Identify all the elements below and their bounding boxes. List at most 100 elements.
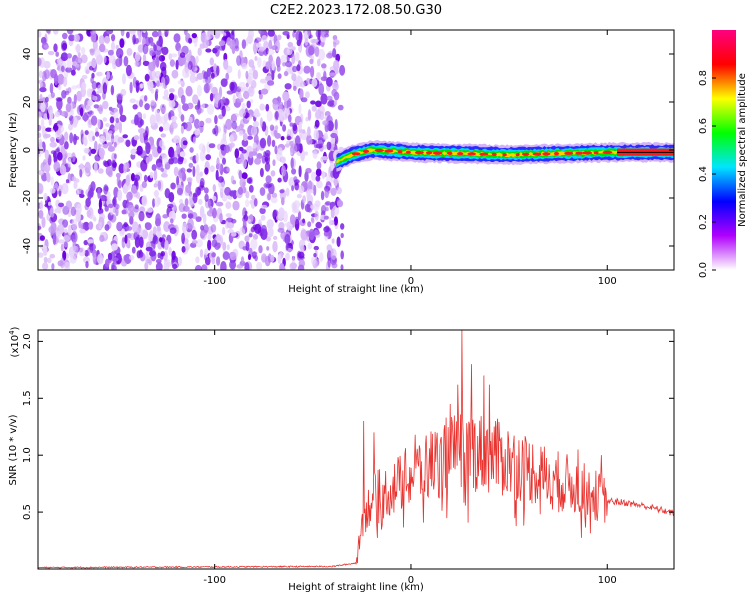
noise-speck [248, 233, 253, 238]
signal-core-spot [425, 151, 433, 155]
noise-speck [229, 81, 235, 91]
noise-speck [298, 143, 303, 154]
noise-speck [38, 111, 44, 117]
noise-speck [172, 157, 179, 164]
noise-speck [295, 51, 300, 62]
noise-speck [306, 77, 311, 85]
noise-speck [50, 176, 54, 186]
noise-speck [168, 53, 173, 61]
noise-speck [258, 93, 263, 100]
noise-speck [106, 70, 110, 80]
noise-speck [314, 119, 320, 128]
noise-speck [65, 200, 73, 210]
noise-speck [254, 113, 258, 118]
noise-speck [251, 251, 258, 256]
noise-speck [147, 80, 154, 92]
noise-speck [99, 43, 106, 53]
noise-speck [199, 43, 206, 49]
noise-speck [308, 137, 313, 145]
noise-speck [305, 167, 312, 174]
noise-speck [169, 88, 175, 93]
snr-y-ticks: 0.5 1.0 1.5 2.0 [22, 333, 674, 520]
noise-speck [181, 94, 186, 105]
noise-speck [279, 262, 285, 270]
noise-speck [243, 90, 250, 100]
noise-speck [321, 63, 327, 69]
noise-speck [117, 179, 122, 189]
noise-speck [298, 165, 302, 178]
noise-speck [289, 262, 297, 270]
noise-speck [38, 225, 42, 230]
noise-speck [115, 58, 122, 68]
noise-speck [139, 119, 145, 126]
noise-speck [208, 83, 212, 90]
noise-speck [126, 233, 132, 239]
noise-speck [290, 157, 294, 170]
noise-speck [185, 85, 193, 97]
noise-speck [308, 189, 314, 194]
noise-speck [292, 124, 298, 135]
noise-speck [111, 159, 117, 172]
noise-speck [207, 239, 212, 251]
noise-speck [112, 207, 116, 214]
y-tick-label: 0 [22, 147, 33, 153]
noise-speck [202, 145, 206, 154]
noise-speck [267, 227, 274, 238]
noise-speck [146, 258, 151, 264]
noise-speck [318, 48, 326, 61]
noise-speck [118, 163, 125, 174]
heatmap-x-ticks: -100 0 100 [203, 30, 617, 287]
noise-speck [307, 221, 312, 228]
noise-speck [186, 168, 192, 173]
noise-speck [67, 224, 72, 236]
noise-speck [231, 120, 237, 130]
noise-speck [222, 157, 226, 165]
noise-speck [187, 218, 194, 230]
noise-speck [238, 81, 246, 90]
noise-speck [241, 149, 247, 154]
noise-speck [330, 248, 337, 260]
noise-speck [238, 93, 243, 100]
noise-speck [225, 220, 229, 229]
noise-speck [293, 30, 297, 33]
noise-speck [288, 114, 292, 123]
noise-speck [112, 198, 116, 205]
noise-speck [283, 70, 289, 77]
noise-speck [260, 214, 266, 221]
noise-speck [94, 140, 98, 152]
noise-speck [275, 111, 279, 119]
noise-speck [67, 96, 72, 105]
noise-speck [284, 143, 290, 148]
noise-speck [60, 257, 65, 269]
noise-speck [64, 131, 69, 142]
noise-speck [155, 259, 162, 264]
noise-speck [326, 250, 332, 261]
noise-speck [193, 118, 200, 129]
noise-speck [315, 168, 322, 177]
noise-speck [170, 182, 176, 190]
noise-speck [53, 73, 59, 86]
y-tick-label: 1.5 [22, 390, 33, 406]
noise-speck [198, 120, 205, 127]
noise-speck [244, 235, 250, 242]
noise-speck [196, 72, 204, 80]
noise-speck [122, 134, 128, 139]
noise-speck [194, 127, 201, 136]
noise-speck [160, 115, 168, 125]
noise-speck [223, 59, 229, 70]
noise-speck [327, 257, 331, 268]
noise-speck [89, 48, 95, 56]
noise-speck [160, 76, 166, 89]
noise-speck [162, 95, 169, 100]
noise-speck [171, 53, 178, 58]
noise-speck [336, 200, 344, 208]
signal-core-spot [522, 152, 530, 156]
noise-speck [170, 218, 174, 224]
noise-speck [71, 69, 76, 76]
signal-core-spot [502, 153, 507, 157]
noise-speck [144, 222, 152, 231]
noise-speck [176, 143, 181, 155]
noise-speck [330, 187, 337, 196]
noise-speck [84, 249, 89, 257]
noise-speck [60, 145, 66, 156]
